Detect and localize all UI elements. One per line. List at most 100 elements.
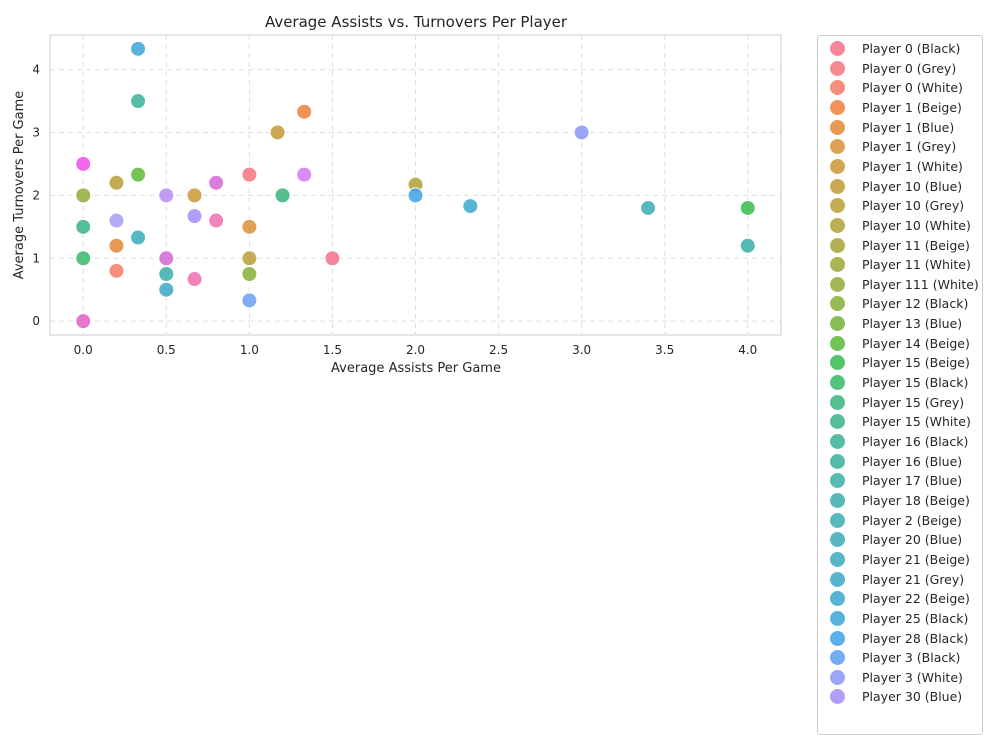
chart-title: Average Assists vs. Turnovers Per Player bbox=[265, 13, 568, 31]
legend-marker bbox=[830, 669, 845, 685]
legend-label: Player 10 (Blue) bbox=[862, 178, 963, 194]
legend-item: Player 3 (Black) bbox=[818, 648, 982, 667]
legend-marker bbox=[830, 158, 845, 174]
legend-label: Player 20 (Blue) bbox=[862, 532, 963, 548]
legend-label: Player 2 (Beige) bbox=[862, 512, 962, 528]
x-tick-label: 3.5 bbox=[655, 343, 674, 357]
legend-label: Player 16 (Blue) bbox=[862, 453, 963, 469]
y-tick-label: 3 bbox=[32, 125, 40, 139]
legend-marker bbox=[830, 532, 845, 548]
x-tick-label: 2.0 bbox=[406, 343, 425, 357]
legend-label: Player 11 (Beige) bbox=[862, 237, 970, 253]
legend-marker bbox=[830, 375, 845, 391]
scatter-point bbox=[186, 271, 203, 288]
legend-item: Player 28 (Black) bbox=[818, 629, 982, 648]
data-points bbox=[75, 40, 756, 330]
legend-item: Player 12 (Black) bbox=[818, 294, 982, 313]
legend-item: Player 25 (Black) bbox=[818, 609, 982, 628]
legend-item: Player 15 (Grey) bbox=[818, 393, 982, 412]
scatter-point bbox=[241, 166, 258, 183]
scatter-point bbox=[75, 155, 92, 172]
legend-item: Player 2 (Beige) bbox=[818, 511, 982, 530]
legend-marker bbox=[830, 492, 845, 508]
scatter-point bbox=[462, 198, 479, 215]
y-axis-label: Average Turnovers Per Game bbox=[12, 91, 27, 280]
legend-item: Player 15 (White) bbox=[818, 412, 982, 431]
legend-label: Player 11 (White) bbox=[862, 257, 971, 273]
legend-label: Player 17 (Blue) bbox=[862, 473, 963, 489]
scatter-point bbox=[75, 250, 92, 267]
legend-marker bbox=[830, 630, 845, 646]
legend-marker bbox=[830, 296, 845, 312]
legend-item: Player 11 (White) bbox=[818, 255, 982, 274]
scatter-point bbox=[739, 199, 756, 216]
x-tick-label: 3.0 bbox=[572, 343, 591, 357]
scatter-point bbox=[208, 212, 225, 229]
scatter-point bbox=[75, 218, 92, 235]
legend-marker bbox=[830, 689, 845, 705]
legend-label: Player 21 (Beige) bbox=[862, 551, 970, 567]
scatter-point bbox=[108, 174, 125, 191]
legend-label: Player 30 (Blue) bbox=[862, 689, 963, 705]
legend-label: Player 15 (White) bbox=[862, 414, 971, 430]
x-tick-label: 0.0 bbox=[74, 343, 93, 357]
scatter-point bbox=[158, 281, 175, 298]
legend-label: Player 10 (Grey) bbox=[862, 198, 965, 214]
legend-marker bbox=[830, 276, 845, 292]
legend-item: Player 0 (Grey) bbox=[818, 59, 982, 78]
legend-label: Player 16 (Black) bbox=[862, 434, 969, 449]
x-tick-label: 1.5 bbox=[323, 343, 342, 357]
scatter-point bbox=[296, 103, 313, 120]
legend-marker bbox=[830, 237, 845, 253]
legend-label: Player 28 (Black) bbox=[862, 630, 969, 646]
scatter-chart: Average Assists vs. Turnovers Per Player… bbox=[12, 13, 782, 376]
legend-label: Player 3 (Black) bbox=[862, 650, 961, 666]
legend-label: Player 15 (Black) bbox=[862, 375, 969, 391]
axis-ticks: 0.0 0.5 1.0 1.5 2.0 2.5 3.0 3.5 4.0 0 1 2 3 4 bbox=[32, 63, 757, 357]
x-tick-label: 0.5 bbox=[157, 343, 176, 357]
legend-label: Player 0 (Grey) bbox=[862, 60, 957, 76]
legend-marker bbox=[830, 60, 845, 76]
legend-marker bbox=[830, 335, 845, 351]
legend-marker bbox=[830, 99, 845, 115]
scatter-point bbox=[296, 166, 313, 183]
legend-item: Player 3 (White) bbox=[818, 668, 982, 687]
legend-marker bbox=[830, 473, 845, 489]
scatter-point bbox=[130, 229, 147, 246]
y-tick-label: 2 bbox=[32, 188, 40, 202]
legend-marker bbox=[830, 355, 845, 371]
legend-label: Player 1 (Grey) bbox=[862, 139, 957, 155]
x-tick-label: 2.5 bbox=[489, 343, 508, 357]
scatter-point bbox=[108, 262, 125, 279]
legend-marker bbox=[830, 217, 845, 233]
legend-item: Player 18 (Beige) bbox=[818, 491, 982, 510]
scatter-point bbox=[186, 187, 203, 204]
legend-marker bbox=[830, 453, 845, 469]
legend-marker bbox=[830, 610, 845, 626]
scatter-point bbox=[186, 208, 203, 225]
legend-item: Player 15 (Black) bbox=[818, 373, 982, 392]
scatter-point bbox=[158, 187, 175, 204]
scatter-point bbox=[274, 187, 291, 204]
legend-marker bbox=[830, 591, 845, 607]
legend-item: Player 14 (Beige) bbox=[818, 334, 982, 353]
legend-marker bbox=[830, 257, 845, 273]
scatter-point bbox=[130, 166, 147, 183]
legend-item: Player 1 (Blue) bbox=[818, 118, 982, 137]
legend-item: Player 21 (Beige) bbox=[818, 550, 982, 569]
scatter-point bbox=[158, 250, 175, 267]
legend-label: Player 15 (Beige) bbox=[862, 355, 970, 371]
scatter-point bbox=[108, 237, 125, 254]
legend-label: Player 12 (Black) bbox=[862, 296, 969, 312]
legend-item: Player 16 (Black) bbox=[818, 432, 982, 451]
legend-marker bbox=[830, 512, 845, 528]
legend-item: Player 1 (White) bbox=[818, 157, 982, 176]
legend-item: Player 1 (Beige) bbox=[818, 98, 982, 117]
legend-item: Player 0 (White) bbox=[818, 78, 982, 97]
scatter-point bbox=[407, 187, 424, 204]
scatter-point bbox=[130, 93, 147, 110]
x-tick-label: 1.0 bbox=[240, 343, 259, 357]
y-tick-label: 4 bbox=[32, 63, 40, 77]
legend-item: Player 13 (Blue) bbox=[818, 314, 982, 333]
scatter-point bbox=[158, 265, 175, 282]
